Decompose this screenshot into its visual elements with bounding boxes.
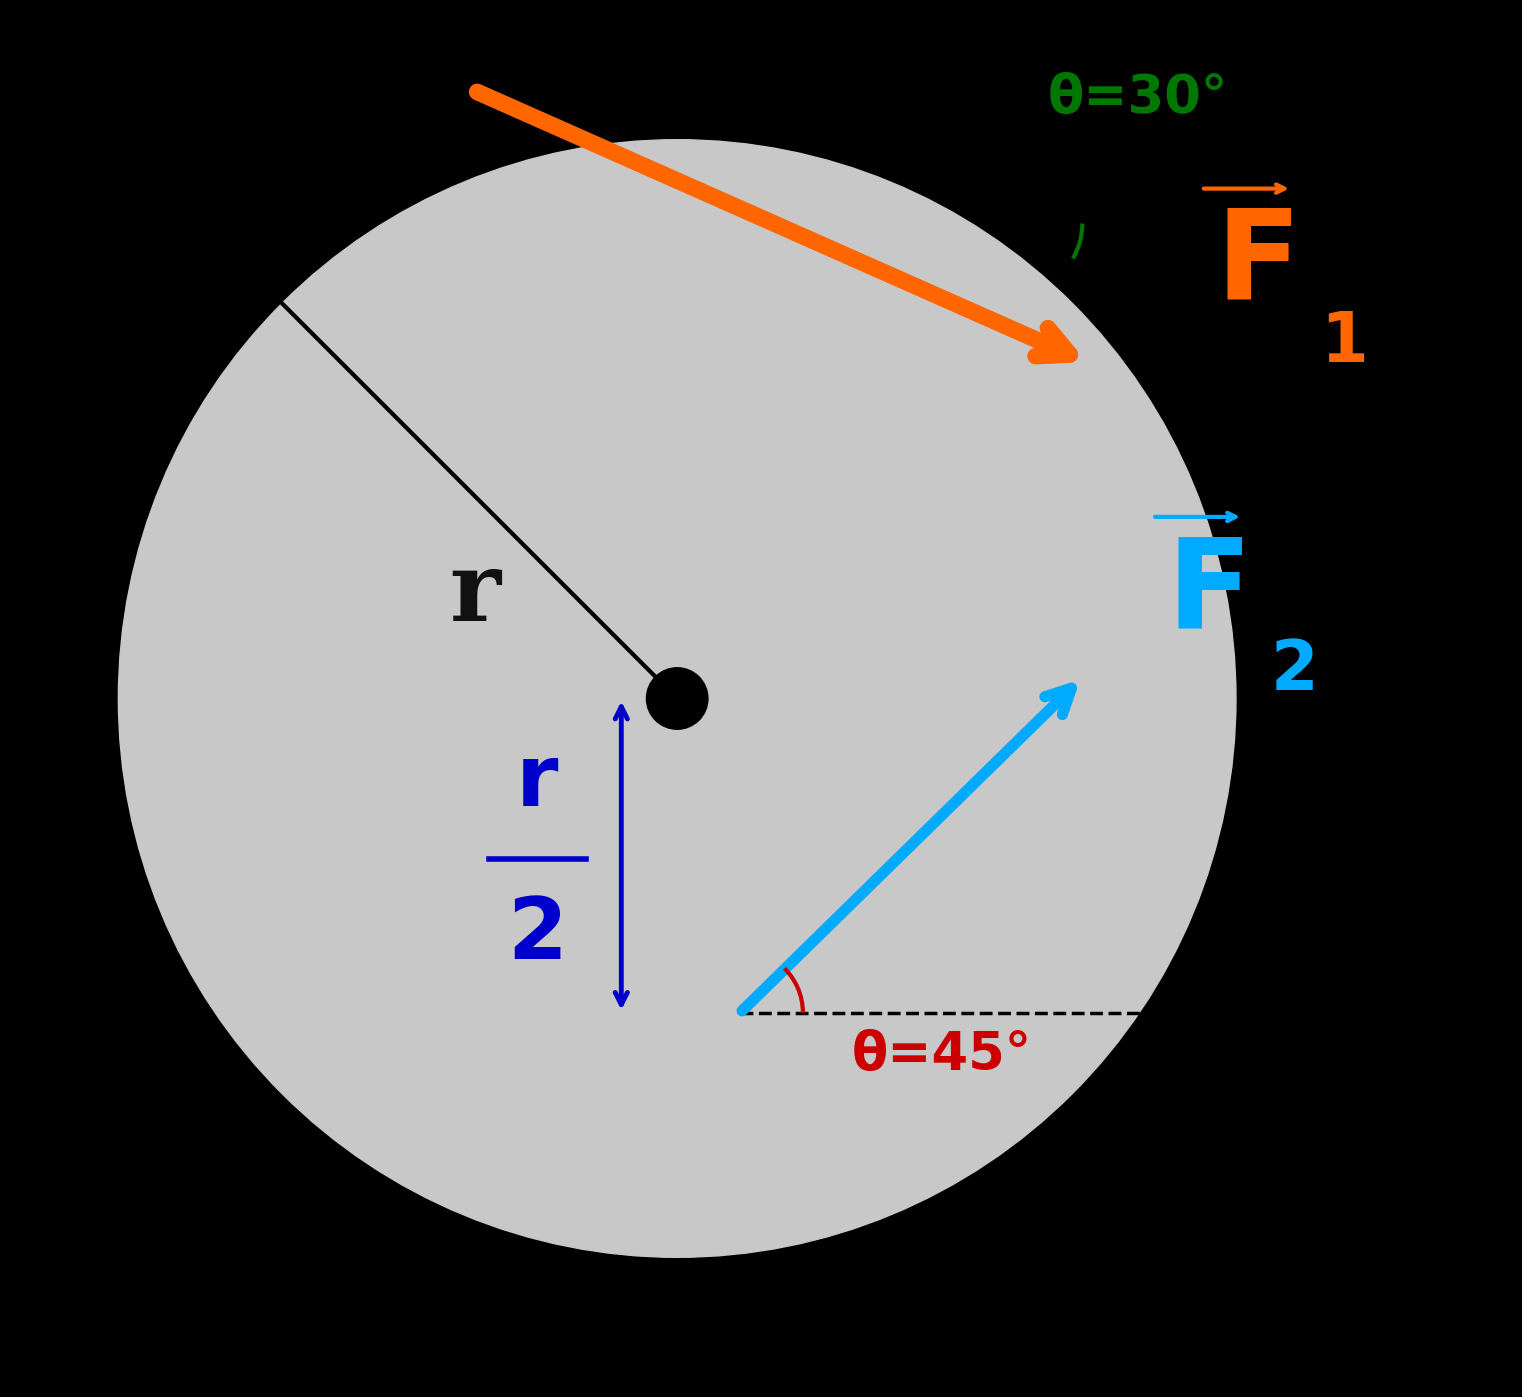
Text: $\mathbf{F}$: $\mathbf{F}$ [1215,205,1292,326]
Text: 2: 2 [507,894,568,978]
Text: θ=30°: θ=30° [1047,71,1228,124]
Text: 1: 1 [1320,309,1368,376]
Text: r: r [449,546,501,641]
Text: $\mathbf{F}$: $\mathbf{F}$ [1166,534,1243,654]
Text: 2: 2 [1271,637,1318,704]
Circle shape [647,668,708,729]
Text: r: r [516,740,559,824]
Circle shape [119,140,1236,1257]
Text: θ=45°: θ=45° [852,1028,1032,1081]
